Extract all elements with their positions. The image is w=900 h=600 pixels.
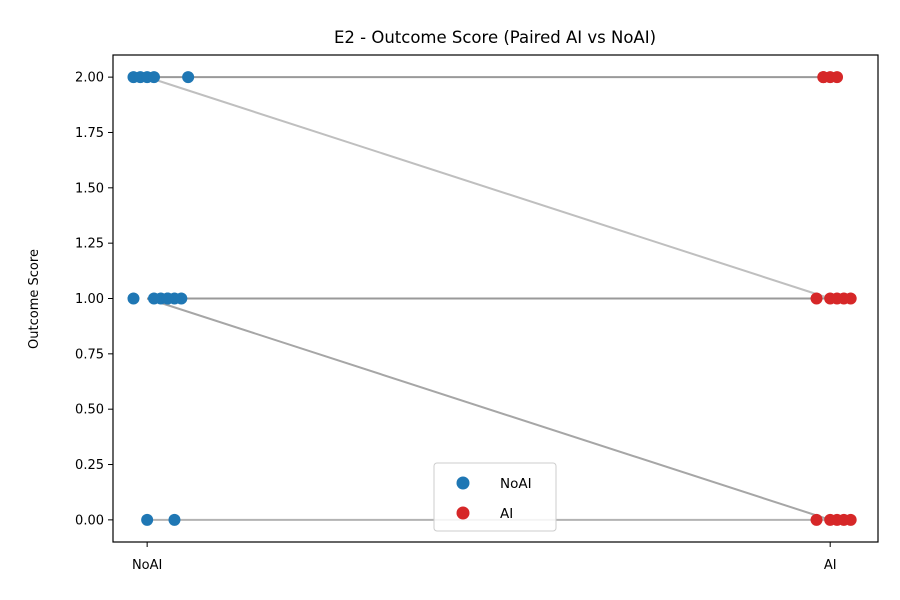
y-axis-label: Outcome Score: [27, 249, 42, 349]
legend-marker: [456, 476, 470, 490]
legend-marker: [456, 506, 470, 520]
y-tick-label: 0.25: [75, 458, 104, 473]
ai-point: [824, 513, 837, 526]
chart-title: E2 - Outcome Score (Paired AI vs NoAI): [334, 28, 656, 47]
ai-point: [817, 71, 830, 84]
ai-point: [831, 292, 844, 305]
pair-line: [146, 76, 831, 300]
ai-point: [810, 513, 823, 526]
y-tick-label: 0.50: [75, 403, 104, 418]
y-tick-label: 1.50: [75, 181, 104, 196]
noai-point: [182, 71, 195, 84]
y-tick-label: 1.75: [75, 126, 104, 141]
ai-point: [810, 292, 823, 305]
x-tick-label: AI: [824, 558, 837, 573]
pair-lines: [146, 76, 831, 521]
y-tick-label: 0.75: [75, 347, 104, 362]
noai-point: [141, 513, 154, 526]
x-tick-label: NoAI: [132, 558, 162, 573]
pair-line: [146, 297, 831, 521]
legend-box: [433, 462, 557, 532]
y-tick-label: 0.00: [75, 513, 104, 528]
noai-point: [175, 292, 188, 305]
legend: NoAI AI: [433, 462, 557, 532]
noai-point: [161, 292, 174, 305]
y-tick-label: 1.25: [75, 237, 104, 252]
noai-point: [147, 71, 160, 84]
noai-point: [147, 292, 160, 305]
data-points: [127, 71, 857, 526]
ai-point: [831, 71, 844, 84]
y-tick-label: 2.00: [75, 71, 104, 86]
noai-point: [168, 513, 181, 526]
ai-point: [844, 292, 857, 305]
axes: 0.00 0.25 0.50 0.75 1.00 1.25 1.50 1.75 2.00 NoAI…: [75, 54, 879, 573]
y-tick-label: 1.00: [75, 292, 104, 307]
ai-point: [844, 513, 857, 526]
noai-point: [127, 292, 140, 305]
legend-label: AI: [500, 506, 513, 522]
legend-label: NoAI: [500, 476, 532, 492]
